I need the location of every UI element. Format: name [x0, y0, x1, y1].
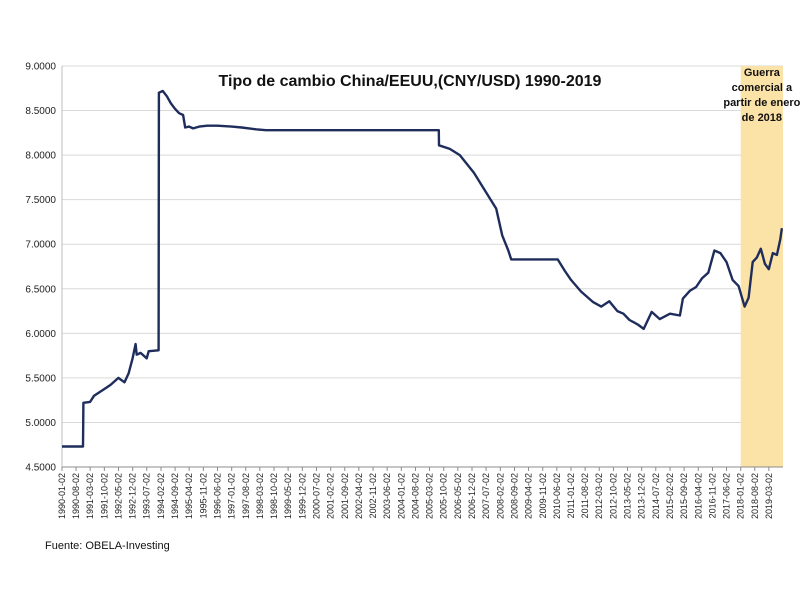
x-tick-label: 2002-04-02: [354, 473, 364, 519]
x-tick-label: 2004-01-02: [396, 473, 406, 519]
x-tick-label: 1996-06-02: [212, 473, 222, 519]
x-tick-label: 1998-03-02: [255, 473, 265, 519]
x-tick-label: 2004-08-02: [410, 473, 420, 519]
annotation-line: partir de enero: [723, 97, 800, 109]
x-tick-label: 2008-09-02: [509, 473, 519, 519]
y-tick-label: 6.5000: [25, 284, 56, 295]
x-tick-label: 2013-05-02: [623, 473, 633, 519]
x-tick-label: 2014-07-02: [651, 473, 661, 519]
x-tick-label: 1995-04-02: [184, 473, 194, 519]
x-tick-label: 2005-03-02: [425, 473, 435, 519]
highlight-layer: [740, 66, 783, 467]
x-tick-label: 1997-01-02: [227, 473, 237, 519]
y-tick-label: 8.0000: [25, 151, 56, 162]
x-tick-label: 1994-09-02: [170, 473, 180, 519]
y-tick-label: 5.0000: [25, 418, 56, 429]
x-tick-label: 2018-08-02: [750, 473, 760, 519]
x-tick-label: 2011-08-02: [580, 473, 590, 518]
x-tick-label: 2012-10-02: [608, 473, 618, 519]
y-tick-label: 7.5000: [25, 195, 56, 206]
y-tick-label: 7.0000: [25, 240, 56, 251]
x-tick-label: 1993-07-02: [142, 473, 152, 519]
x-tick-label: 2009-04-02: [524, 473, 534, 519]
grid-lines: [62, 65, 783, 468]
x-tick-label: 2018-01-02: [736, 473, 746, 519]
x-tick-label: 1999-05-02: [283, 473, 293, 519]
annotation-line: de 2018: [742, 112, 782, 124]
trade-war-highlight: [740, 66, 783, 467]
x-tick-label: 2009-11-02: [538, 473, 548, 518]
x-tick-labels: 1990-01-02 1990-08-02 1991-03-02 1991-10-02…: [57, 467, 774, 519]
x-tick-label: 2019-03-02: [764, 473, 774, 519]
x-tick-label: 1995-11-02: [198, 473, 208, 518]
annotation-line: Guerra: [744, 67, 781, 79]
x-tick-label: 2016-11-02: [707, 473, 717, 518]
x-tick-label: 2008-02-02: [495, 473, 505, 519]
y-tick-label: 5.5000: [25, 373, 56, 384]
x-tick-label: 2000-07-02: [311, 473, 321, 519]
y-tick-label: 9.0000: [25, 62, 56, 73]
x-tick-label: 2012-03-02: [594, 473, 604, 519]
y-tick-label: 4.5000: [25, 463, 56, 474]
x-tick-label: 1991-03-02: [85, 473, 95, 519]
x-tick-label: 2001-09-02: [340, 473, 350, 519]
series-line-1: [62, 89, 784, 448]
x-tick-label: 1997-08-02: [241, 473, 251, 519]
y-tick-label: 8.5000: [25, 106, 56, 117]
series-layer: [62, 89, 784, 448]
x-tick-label: 1991-10-02: [99, 473, 109, 519]
x-tick-label: 2010-06-02: [552, 473, 562, 519]
x-tick-label: 2011-01-02: [566, 473, 576, 518]
x-tick-label: 2003-06-02: [382, 473, 392, 519]
x-tick-label: 2002-11-02: [368, 473, 378, 518]
axes: [61, 66, 783, 468]
source-note: Fuente: OBELA-Investing: [45, 540, 170, 552]
x-tick-label: 2015-09-02: [679, 473, 689, 519]
y-tick-label: 6.0000: [25, 329, 56, 340]
x-tick-label: 1999-12-02: [297, 473, 307, 519]
x-tick-label: 1990-01-02: [57, 473, 67, 519]
x-tick-label: 2005-10-02: [439, 473, 449, 519]
x-tick-label: 2007-07-02: [481, 473, 491, 519]
x-tick-label: 2017-06-02: [722, 473, 732, 519]
x-tick-label: 1992-12-02: [128, 473, 138, 519]
annotation-line: comercial a: [732, 82, 793, 94]
x-tick-label: 2006-12-02: [467, 473, 477, 519]
x-tick-label: 1992-05-02: [113, 473, 123, 519]
annotation-trade-war: Guerra comercial a partir de enero de 2018: [723, 67, 800, 124]
x-tick-label: 2015-02-02: [665, 473, 675, 519]
x-tick-label: 2013-12-02: [637, 473, 647, 519]
y-tick-labels: 4.5000 5.0000 5.5000 6.0000 6.5000 7.0000 7.50…: [25, 62, 56, 474]
x-tick-label: 1990-08-02: [71, 473, 81, 519]
x-tick-label: 1994-02-02: [156, 473, 166, 519]
x-tick-label: 1998-10-02: [269, 473, 279, 519]
chart-title: Tipo de cambio China/EEUU,(CNY/USD) 1990…: [219, 73, 602, 90]
x-tick-label: 2016-04-02: [693, 473, 703, 519]
x-tick-label: 2006-05-02: [453, 473, 463, 519]
x-tick-label: 2001-02-02: [326, 473, 336, 519]
